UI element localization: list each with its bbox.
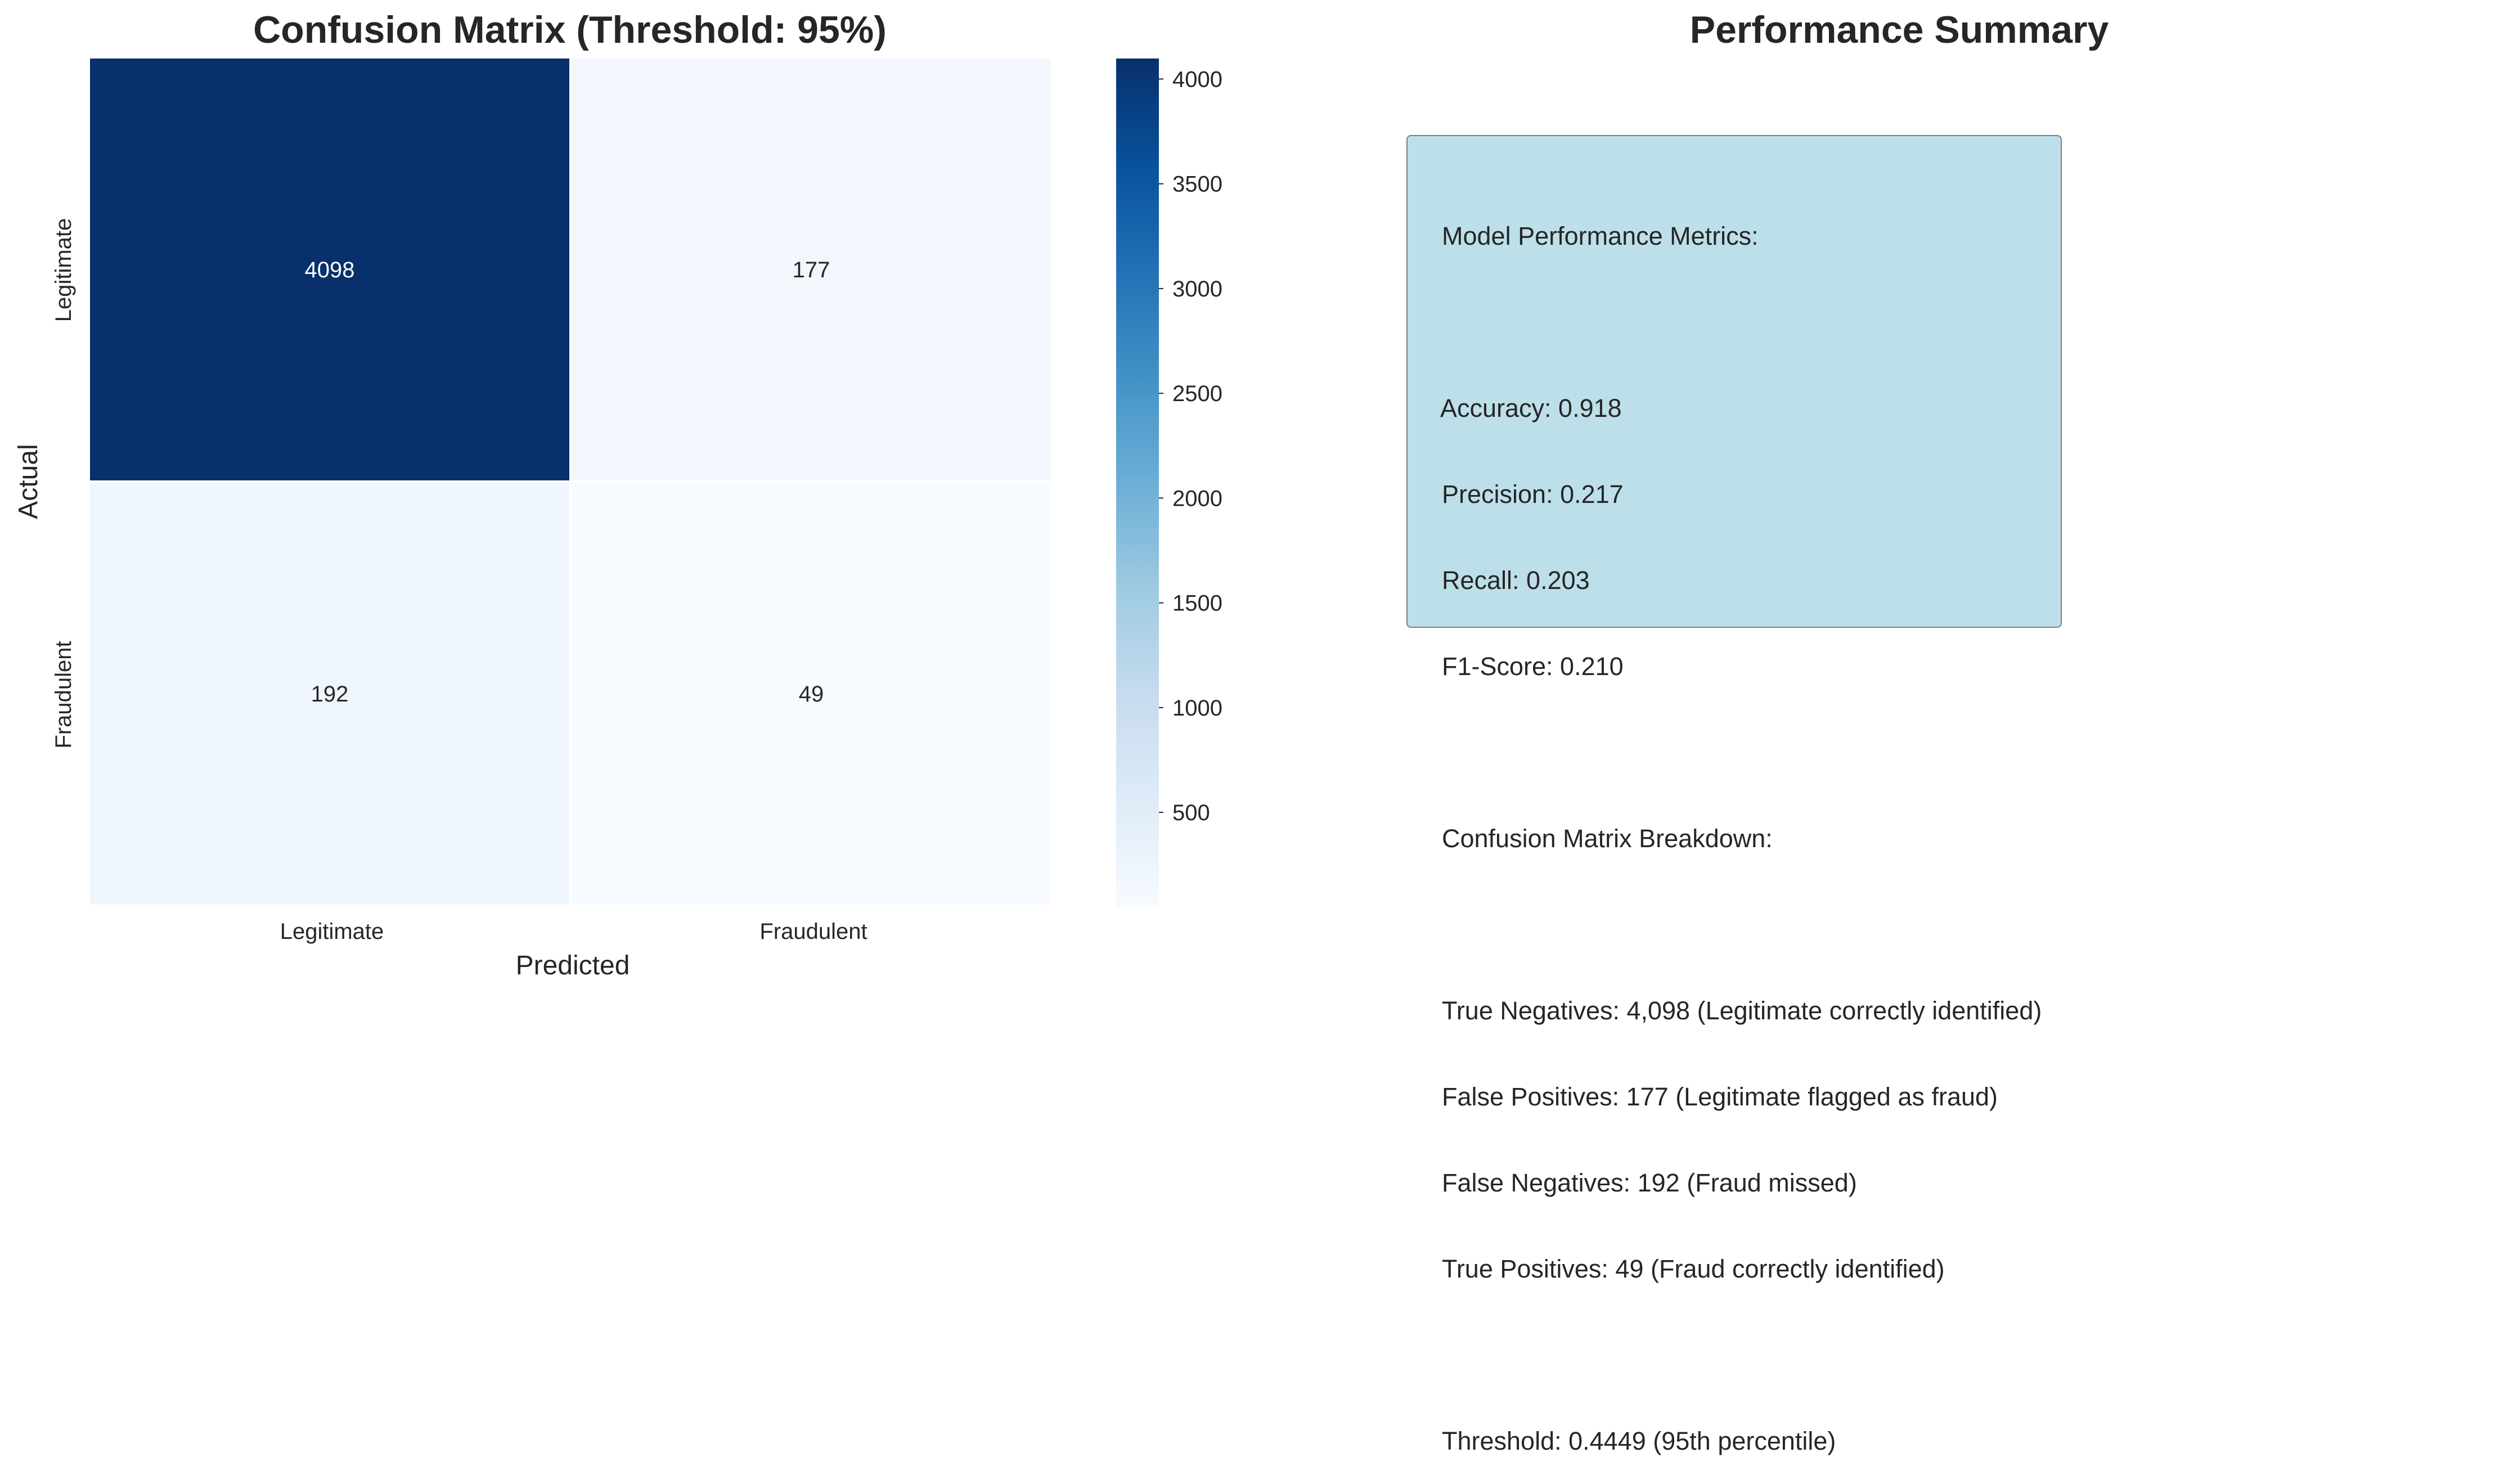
- heatmap-cell-1-0: [90, 483, 569, 905]
- cell-value-label: 177: [793, 258, 830, 282]
- confusion-matrix-chart: Confusion Matrix (Threshold: 95%) 4098 17…: [14, 8, 2109, 981]
- colorbar-tick-label: 4000: [1172, 67, 1222, 92]
- metric-recall: Recall: 0.203: [1442, 566, 1590, 595]
- breakdown-false-negatives: False Negatives: 192 (Fraud missed): [1442, 1168, 1857, 1197]
- heatmap-cell-0-1: [572, 59, 1051, 480]
- threshold-line: Threshold: 0.4449 (95th percentile): [1442, 1427, 1836, 1455]
- x-tick-label-legitimate: Legitimate: [280, 919, 384, 944]
- cell-labels: 4098 177 192 49: [305, 258, 830, 707]
- breakdown-true-negatives: True Negatives: 4,098 (Legitimate correc…: [1442, 996, 2042, 1025]
- summary-title: Performance Summary: [1690, 8, 2109, 51]
- breakdown-heading: Confusion Matrix Breakdown:: [1442, 824, 1773, 853]
- cell-value-label: 192: [311, 682, 349, 707]
- cell-value-label: 49: [799, 682, 824, 707]
- breakdown-true-positives: True Positives: 49 (Fraud correctly iden…: [1442, 1254, 1945, 1283]
- metric-accuracy: Accuracy: 0.918: [1440, 394, 1622, 422]
- colorbar-ticks: 500 1000 1500 2000 2500 3000 3500 4000: [1159, 67, 1222, 825]
- summary-spacer: [1442, 910, 2117, 939]
- cell-value-label: 4098: [305, 258, 355, 282]
- colorbar-tick-label: 3000: [1172, 277, 1222, 302]
- y-tick-label-fraudulent: Fraudulent: [51, 641, 76, 748]
- heatmap-cell-0-0: [90, 59, 569, 480]
- colorbar-tick-label: 3500: [1172, 172, 1222, 197]
- summary-box: [1406, 135, 2062, 628]
- chart-title: Confusion Matrix (Threshold: 95%): [253, 8, 887, 51]
- summary-text: Model Performance Metrics: Accuracy: 0.9…: [1440, 164, 2117, 1484]
- colorbar-tick-label: 1500: [1172, 591, 1222, 616]
- y-tick-label-legitimate: Legitimate: [51, 218, 76, 322]
- colorbar-tick-label: 2500: [1172, 381, 1222, 406]
- summary-spacer: [1442, 308, 2117, 336]
- heatmap-cell-1-1: [572, 483, 1051, 905]
- breakdown-false-positives: False Positives: 177 (Legitimate flagged…: [1442, 1082, 1998, 1111]
- colorbar-tick-label: 2000: [1172, 486, 1222, 511]
- y-axis-label: Actual: [14, 444, 43, 519]
- metric-f1-score: F1-Score: 0.210: [1442, 652, 1624, 681]
- metric-precision: Precision: 0.217: [1442, 480, 1624, 509]
- heatmap-cells: [90, 59, 1051, 905]
- summary-heading: Model Performance Metrics:: [1442, 222, 1759, 250]
- colorbar-tick-label: 500: [1172, 801, 1210, 825]
- summary-spacer: [1442, 1341, 2117, 1369]
- colorbar: [1116, 59, 1159, 907]
- x-tick-label-fraudulent: Fraudulent: [759, 919, 867, 944]
- x-axis-label: Predicted: [516, 951, 630, 981]
- summary-spacer: [1442, 738, 2117, 767]
- colorbar-tick-label: 1000: [1172, 696, 1222, 721]
